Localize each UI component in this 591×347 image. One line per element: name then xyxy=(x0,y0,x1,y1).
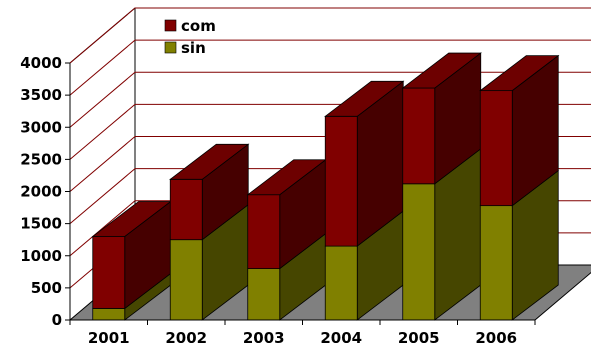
x-tick-label: 2003 xyxy=(243,329,285,347)
x-tick-label: 2001 xyxy=(88,329,130,347)
y-tick-label: 3500 xyxy=(20,86,62,104)
bar-front-sin-2004 xyxy=(324,245,358,321)
bar-front-com-2001 xyxy=(92,236,126,309)
legend: com sin xyxy=(164,17,216,57)
bar-sin-2002 xyxy=(169,203,249,321)
bar-top-com-2005 xyxy=(401,52,482,89)
legend-swatch-sin xyxy=(164,41,177,54)
y-tick-label: 0 xyxy=(52,311,62,329)
legend-swatch-com xyxy=(164,19,177,32)
gridline xyxy=(69,39,591,96)
bar-sin-2003 xyxy=(247,232,327,321)
x-tick-label: 2002 xyxy=(165,329,207,347)
gridline xyxy=(69,7,591,64)
bar-front-sin-2005 xyxy=(402,183,436,321)
x-tick-label: 2004 xyxy=(320,329,362,347)
bar-front-sin-2006 xyxy=(479,205,513,321)
y-tick-label: 3000 xyxy=(20,118,62,136)
y-tick-label: 500 xyxy=(31,279,62,297)
y-tick-label: 1500 xyxy=(20,215,62,233)
bar-front-com-2002 xyxy=(169,178,203,241)
bar-front-com-2006 xyxy=(479,90,513,207)
y-tick-label: 2000 xyxy=(20,183,62,201)
x-tick-label: 2005 xyxy=(398,329,440,347)
legend-label-sin: sin xyxy=(181,39,206,57)
bar-com-2006 xyxy=(479,54,560,207)
bar-top-com-2006 xyxy=(479,55,560,92)
bar-front-sin-2001 xyxy=(92,308,126,321)
bar-front-com-2005 xyxy=(402,87,436,185)
bar-sin-2004 xyxy=(324,210,404,321)
bar-top-com-2004 xyxy=(324,80,405,117)
bar-com-2005 xyxy=(401,52,482,185)
bar-sin-2005 xyxy=(402,147,482,321)
axes: 0 500 1000 1500 2000 2500 3000 3500 4000 2001 2002… xyxy=(20,54,536,347)
bar-com-2004 xyxy=(324,80,405,247)
bar-com-2002 xyxy=(169,143,250,241)
bar-front-sin-2002 xyxy=(169,239,203,321)
bar-front-com-2004 xyxy=(324,115,358,247)
bar-com-2003 xyxy=(246,158,327,270)
y-tick-label: 2500 xyxy=(20,150,62,168)
x-tick-label: 2006 xyxy=(475,329,517,347)
y-tick-label: 1000 xyxy=(20,247,62,265)
legend-label-com: com xyxy=(181,17,216,35)
bar-top-com-2002 xyxy=(169,143,250,180)
y-tick-label: 4000 xyxy=(20,54,62,72)
bar-front-com-2003 xyxy=(247,194,281,269)
bar-sin-2006 xyxy=(479,169,559,321)
bars xyxy=(91,52,560,321)
bar-front-sin-2003 xyxy=(247,268,281,321)
